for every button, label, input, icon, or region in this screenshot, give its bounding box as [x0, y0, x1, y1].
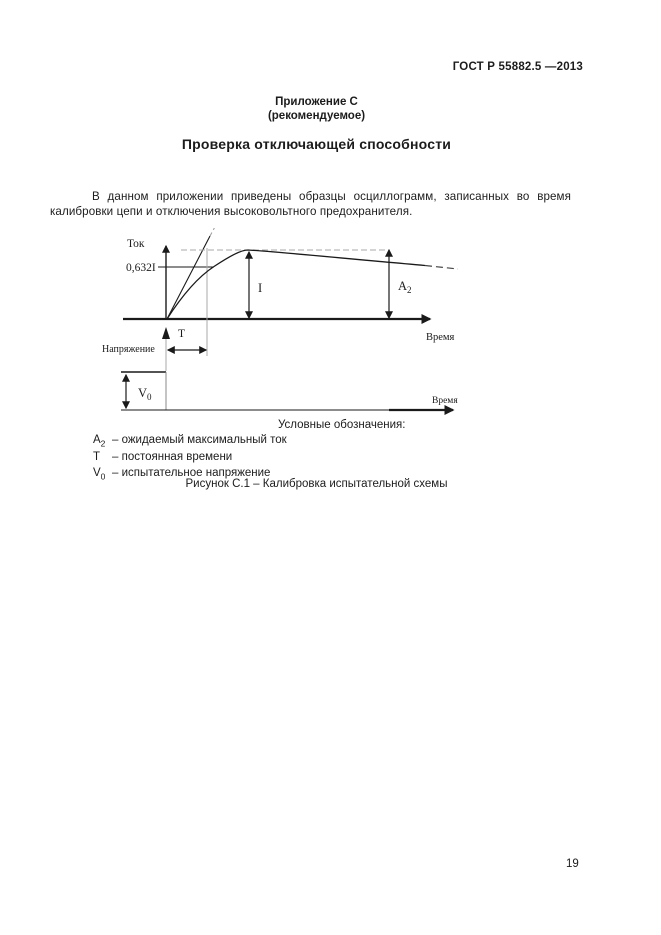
- legend-symbol: A2: [93, 434, 106, 449]
- appendix-heading: Приложение С (рекомендуемое): [50, 96, 583, 123]
- prospective-current-label: A2: [398, 279, 412, 295]
- legend-item-v0: V0 – испытательное напряжение: [93, 467, 287, 484]
- origin-marker-arrow: [162, 327, 170, 339]
- time-axis-label-top: Время: [426, 332, 455, 343]
- current-plot: [123, 228, 459, 371]
- appendix-label: Приложение С: [275, 96, 358, 108]
- figure-caption: Рисунок С.1 – Калибровка испытательной с…: [185, 478, 448, 490]
- calibration-oscillogram-figure: Ток 0,632I I A2 Время Т Напряжение V0 Вр…: [102, 228, 459, 415]
- figure-legend: A2 – ожидаемый максимальный ток Т – постоя…: [93, 434, 287, 484]
- current-trace: [166, 249, 426, 320]
- legend-heading: Условные обозначения:: [278, 419, 406, 431]
- peak-current-label: I: [258, 281, 262, 295]
- figure-labels: Ток 0,632I I A2 Время Т Напряжение V0 Вр…: [102, 238, 458, 406]
- appendix-kind: (рекомендуемое): [267, 109, 366, 122]
- intro-paragraph: В данном приложении приведены образцы ос…: [50, 190, 571, 218]
- time-axis-label-bottom: Время: [432, 396, 458, 406]
- legend-item-a2: A2 – ожидаемый максимальный ток: [93, 434, 287, 451]
- page-number: 19: [566, 858, 579, 870]
- voltage-plot: [121, 371, 455, 415]
- tangent-extension-dashed: [209, 228, 215, 237]
- tangent-line: [166, 235, 211, 320]
- section-title: Проверка отключающей способности: [181, 136, 452, 152]
- legend-desc: – ожидаемый максимальный ток: [112, 434, 287, 446]
- time-constant-label: Т: [178, 328, 185, 340]
- current-axis-label: Ток: [127, 238, 145, 250]
- legend-item-t: Т – постоянная времени: [93, 451, 287, 468]
- legend-symbol: Т: [93, 450, 101, 463]
- level-0632-label: 0,632I: [126, 262, 156, 274]
- legend-desc: – постоянная времени: [112, 450, 233, 463]
- legend-symbol: V0: [93, 467, 106, 482]
- voltage-axis-label: Напряжение: [102, 344, 155, 355]
- document-header: ГОСТ Р 55882.5 —2013: [452, 61, 583, 73]
- legend-desc: – испытательное напряжение: [112, 467, 271, 480]
- test-voltage-label: V0: [138, 386, 152, 402]
- current-trace-dashed-extension: [424, 264, 459, 270]
